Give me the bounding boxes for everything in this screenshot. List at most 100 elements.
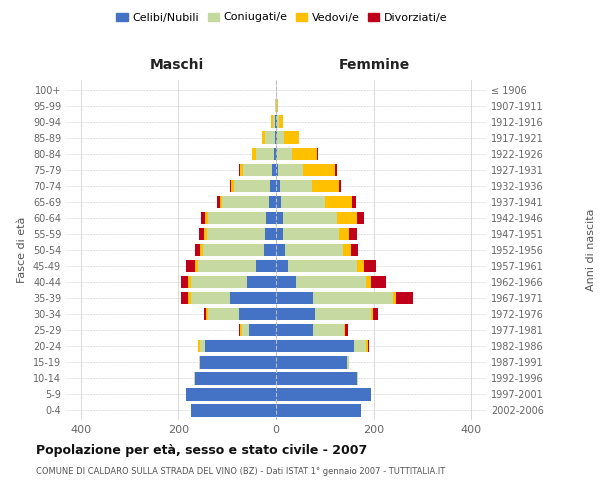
Bar xyxy=(266,212,276,224)
Bar xyxy=(356,372,358,384)
Bar xyxy=(272,164,276,176)
Bar xyxy=(276,116,277,128)
Bar xyxy=(220,196,222,208)
Bar xyxy=(256,260,276,272)
Bar xyxy=(276,164,278,176)
Bar xyxy=(201,212,205,224)
Bar xyxy=(276,356,347,368)
Bar xyxy=(395,292,413,304)
Bar xyxy=(315,308,371,320)
Text: COMUNE DI CALDARO SULLA STRADA DEL VINO (BZ) - Dati ISTAT 1° gennaio 2007 - TUTT: COMUNE DI CALDARO SULLA STRADA DEL VINO … xyxy=(36,467,445,476)
Bar xyxy=(200,244,203,256)
Bar xyxy=(276,228,283,240)
Bar xyxy=(368,340,369,352)
Bar xyxy=(283,228,340,240)
Bar xyxy=(188,292,191,304)
Bar xyxy=(340,228,349,240)
Bar xyxy=(239,308,276,320)
Legend: Celibi/Nubili, Coniugati/e, Vedovi/e, Divorziati/e: Celibi/Nubili, Coniugati/e, Vedovi/e, Di… xyxy=(112,8,452,27)
Bar xyxy=(231,180,233,192)
Bar xyxy=(191,292,230,304)
Bar xyxy=(280,180,311,192)
Bar xyxy=(276,212,283,224)
Text: Maschi: Maschi xyxy=(150,58,205,72)
Bar xyxy=(265,228,276,240)
Bar xyxy=(198,260,256,272)
Bar xyxy=(280,116,283,128)
Bar xyxy=(276,292,313,304)
Bar xyxy=(284,132,299,144)
Bar xyxy=(338,180,341,192)
Text: Popolazione per età, sesso e stato civile - 2007: Popolazione per età, sesso e stato civil… xyxy=(36,444,367,457)
Bar xyxy=(317,148,318,160)
Bar xyxy=(196,372,276,384)
Bar xyxy=(276,148,277,160)
Bar xyxy=(337,212,356,224)
Bar xyxy=(344,324,346,336)
Bar xyxy=(196,244,200,256)
Bar xyxy=(188,276,191,288)
Bar xyxy=(276,196,281,208)
Bar xyxy=(352,196,356,208)
Bar xyxy=(296,276,367,288)
Bar xyxy=(283,212,337,224)
Bar xyxy=(356,260,364,272)
Bar xyxy=(311,180,338,192)
Bar xyxy=(204,228,206,240)
Bar xyxy=(276,372,356,384)
Bar xyxy=(264,244,276,256)
Bar xyxy=(222,196,269,208)
Bar xyxy=(276,388,371,400)
Bar xyxy=(208,308,239,320)
Y-axis label: Fasce di età: Fasce di età xyxy=(17,217,27,283)
Bar xyxy=(349,228,356,240)
Bar xyxy=(256,148,274,160)
Text: Anni di nascita: Anni di nascita xyxy=(586,209,596,291)
Bar xyxy=(241,324,242,336)
Bar xyxy=(208,212,266,224)
Bar xyxy=(181,276,188,288)
Bar xyxy=(276,340,354,352)
Bar xyxy=(275,132,276,144)
Bar xyxy=(200,356,276,368)
Bar xyxy=(371,308,373,320)
Bar xyxy=(251,148,256,160)
Bar xyxy=(347,356,349,368)
Bar xyxy=(343,244,351,256)
Bar xyxy=(242,324,249,336)
Bar xyxy=(285,244,343,256)
Bar xyxy=(247,276,276,288)
Bar xyxy=(288,260,356,272)
Bar xyxy=(277,100,278,112)
Bar xyxy=(281,196,325,208)
Bar xyxy=(243,164,272,176)
Bar xyxy=(276,308,315,320)
Bar xyxy=(276,324,313,336)
Bar xyxy=(217,196,220,208)
Bar xyxy=(367,340,368,352)
Bar xyxy=(277,116,280,128)
Bar xyxy=(335,164,337,176)
Bar xyxy=(265,132,275,144)
Bar xyxy=(200,340,205,352)
Bar xyxy=(313,292,393,304)
Bar xyxy=(205,212,208,224)
Bar xyxy=(275,100,276,112)
Bar xyxy=(185,388,276,400)
Bar xyxy=(276,260,288,272)
Bar xyxy=(239,164,241,176)
Bar xyxy=(364,260,376,272)
Bar xyxy=(241,164,243,176)
Bar xyxy=(206,308,208,320)
Bar xyxy=(181,292,188,304)
Bar xyxy=(269,196,276,208)
Bar xyxy=(275,116,276,128)
Bar xyxy=(199,356,200,368)
Bar xyxy=(276,404,361,416)
Bar xyxy=(203,244,264,256)
Bar xyxy=(367,276,371,288)
Bar xyxy=(303,164,335,176)
Bar xyxy=(313,324,344,336)
Bar xyxy=(230,292,276,304)
Bar xyxy=(191,276,247,288)
